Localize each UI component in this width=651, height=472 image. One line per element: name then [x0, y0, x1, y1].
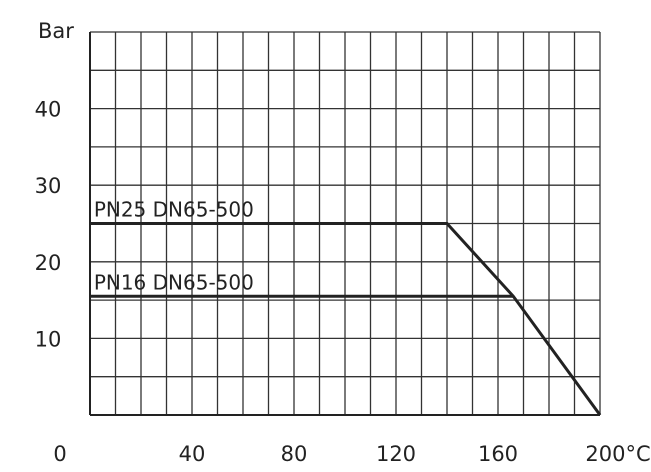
- y-tick-label: 30: [35, 174, 62, 198]
- labels: 0 40 80 120 160 200°C 10 20 30 40 Bar PN25 DN65-500…: [35, 19, 651, 466]
- y-tick-label: 40: [35, 98, 62, 122]
- x-tick-label: 80: [281, 442, 308, 466]
- x-tick-label: 120: [376, 442, 416, 466]
- series-label-pn16: PN16 DN65-500: [94, 270, 254, 294]
- x-tick-label: 200°C: [585, 442, 650, 466]
- series-line-pn25: [90, 222, 602, 416]
- x-tick-label: 40: [179, 442, 206, 466]
- x-tick-label: 0: [53, 442, 66, 466]
- y-tick-label: 20: [35, 251, 62, 275]
- x-tick-label: 160: [478, 442, 518, 466]
- y-tick-label: 10: [35, 327, 62, 351]
- series-label-pn25: PN25 DN65-500: [94, 198, 254, 222]
- y-axis-label: Bar: [38, 19, 74, 43]
- series-lines: [90, 222, 602, 416]
